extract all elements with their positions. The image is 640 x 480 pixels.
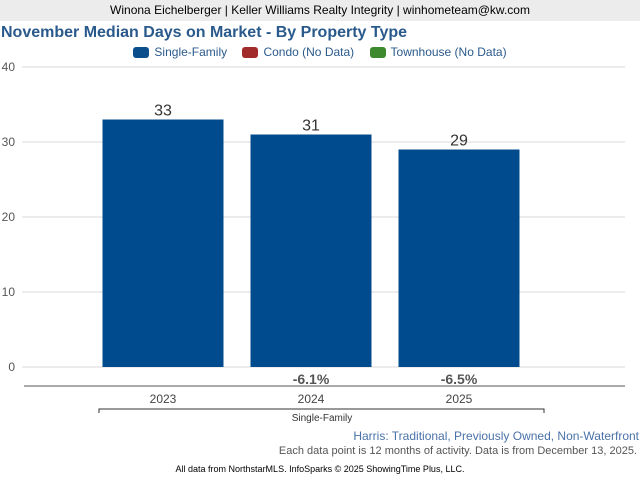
data-label: 33 (154, 103, 172, 120)
legend-label: Townhouse (No Data) (390, 45, 507, 59)
legend: Single-Family Condo (No Data) Townhouse … (0, 45, 640, 61)
x-tick-label: 2024 (298, 392, 325, 406)
legend-item-condo[interactable]: Condo (No Data) (242, 45, 354, 59)
x-tick-label: 2025 (446, 392, 473, 406)
data-note: Each data point is 12 months of activity… (278, 445, 637, 457)
bar-2024 (250, 134, 372, 367)
agent-header: Winona Eichelberger | Keller Williams Re… (0, 0, 640, 21)
legend-item-townhouse[interactable]: Townhouse (No Data) (369, 45, 507, 59)
bar-2023 (102, 119, 224, 367)
legend-label: Condo (No Data) (263, 45, 355, 59)
legend-swatch-townhouse (369, 46, 386, 58)
legend-item-single-family[interactable]: Single-Family (133, 45, 227, 59)
pct-change-label: -6.1% (293, 371, 330, 387)
data-label: 29 (450, 133, 468, 150)
y-tick-label: 40 (2, 60, 16, 74)
chart-title: November Median Days on Market - By Prop… (1, 24, 408, 41)
y-tick-label: 20 (2, 210, 16, 224)
data-label: 31 (302, 118, 320, 135)
x-tick-label: 2023 (150, 392, 177, 406)
bar-2025 (398, 149, 520, 367)
group-label: Single-Family (292, 413, 353, 424)
source-footer: All data from NorthstarMLS. InfoSparks ©… (175, 464, 465, 474)
legend-swatch-single-family (133, 46, 150, 58)
legend-swatch-condo (242, 46, 259, 58)
bar-chart: 0 10 20 30 40 33 2023 31 -6.1% 2024 29 -6.5% 2025 Sin… (2, 60, 625, 424)
y-tick-label: 0 (8, 360, 15, 374)
y-tick-label: 10 (2, 285, 16, 299)
group-bracket (98, 408, 545, 413)
pct-change-label: -6.5% (441, 371, 478, 387)
y-tick-label: 30 (2, 135, 16, 149)
area-filter-label: Harris: Traditional, Previously Owned, N… (353, 429, 639, 443)
legend-label: Single-Family (154, 45, 228, 59)
